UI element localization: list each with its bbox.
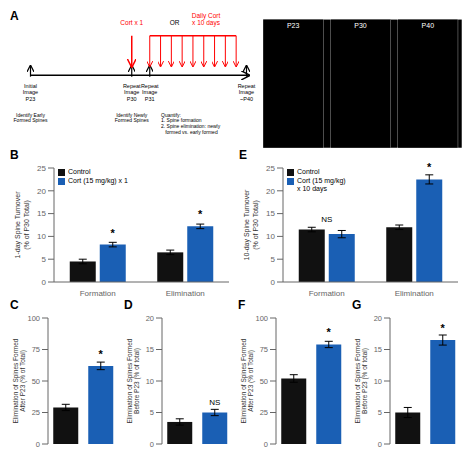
svg-text:RepeatImageP31: RepeatImageP31 (141, 83, 159, 102)
svg-text:Elimination of Spines FormedBe: Elimination of Spines FormedBefore P23 (… (354, 338, 369, 423)
svg-text:Quantify:1. Spine formation2.: Quantify:1. Spine formation2. Spine elim… (161, 112, 221, 135)
html-text:F: F (238, 298, 246, 312)
svg-text:InitialImageP23: InitialImageP23 (23, 83, 38, 102)
html-text:Control: Control (297, 168, 320, 175)
svg-text:10: 10 (37, 232, 46, 241)
svg-text:Daily Cortx 10 days: Daily Cortx 10 days (192, 12, 221, 27)
svg-text:1-day Spine Turnover(% of P30: 1-day Spine Turnover(% of P30 Total) (14, 191, 30, 259)
svg-text:5: 5 (271, 255, 276, 264)
svg-text:0: 0 (42, 278, 47, 287)
svg-text:20: 20 (37, 187, 46, 196)
svg-text:*: * (99, 348, 104, 360)
svg-text:Elimination of Spines FormedAf: Elimination of Spines FormedAfter P23 (%… (240, 338, 255, 423)
svg-text:100: 100 (27, 314, 40, 323)
svg-text:0: 0 (36, 440, 40, 448)
html-text:Control: Control (68, 168, 91, 175)
svg-text:20: 20 (266, 187, 275, 196)
svg-text:25: 25 (260, 408, 268, 417)
html-text:G: G (352, 298, 362, 312)
svg-text:75: 75 (32, 345, 40, 354)
svg-text:A: A (10, 9, 19, 23)
svg-text:20: 20 (146, 314, 154, 323)
svg-text:75: 75 (260, 345, 268, 354)
svg-text:25: 25 (37, 164, 46, 173)
html-text:E: E (239, 148, 247, 162)
svg-text:20: 20 (374, 314, 382, 323)
svg-text:P30: P30 (354, 22, 367, 29)
svg-text:*: * (441, 322, 446, 334)
svg-text:10: 10 (146, 377, 154, 386)
svg-text:P23: P23 (287, 22, 300, 29)
svg-text:OR: OR (170, 19, 180, 26)
svg-text:0: 0 (264, 440, 268, 448)
svg-text:10-day Spine Turnover(% of P30: 10-day Spine Turnover(% of P30 Total) (243, 189, 259, 260)
svg-text:15: 15 (146, 345, 154, 354)
svg-text:Elimination: Elimination (166, 289, 205, 298)
svg-text:15: 15 (37, 209, 46, 218)
html-text:Cort (15 mg/kg) x 10 days: Cort (15 mg/kg) x 10 days (297, 177, 346, 192)
svg-text:25: 25 (32, 408, 40, 417)
svg-text:Elimination of Spines FormedBe: Elimination of Spines FormedBefore P23 (… (126, 338, 141, 423)
svg-text:Identify EarlyFormed Spines: Identify EarlyFormed Spines (14, 112, 48, 124)
svg-text:5: 5 (42, 255, 47, 264)
svg-text:Formation: Formation (80, 289, 116, 298)
svg-text:Elimination: Elimination (395, 289, 434, 298)
svg-text:0: 0 (378, 440, 382, 448)
svg-text:50: 50 (32, 377, 40, 386)
svg-text:Identify NewlyFormed Spines: Identify NewlyFormed Spines (115, 112, 149, 124)
svg-text:RepeatImage~P40: RepeatImage~P40 (238, 83, 256, 102)
svg-text:5: 5 (378, 408, 382, 417)
svg-text:100: 100 (255, 314, 268, 323)
svg-text:*: * (111, 227, 116, 239)
svg-text:5: 5 (150, 408, 154, 417)
html-text:B: B (10, 148, 19, 162)
svg-text:NS: NS (321, 215, 332, 224)
svg-text:0: 0 (150, 440, 154, 448)
svg-text:*: * (198, 208, 203, 220)
svg-text:*: * (327, 326, 332, 338)
svg-text:Cort x 1: Cort x 1 (120, 19, 143, 26)
svg-text:15: 15 (266, 209, 275, 218)
svg-text:*: * (427, 161, 432, 173)
svg-text:15: 15 (374, 345, 382, 354)
svg-text:Elimination of Spines FormedAf: Elimination of Spines FormedAfter P23 (%… (12, 338, 27, 423)
html-text:D: D (124, 298, 133, 312)
svg-text:25: 25 (266, 164, 275, 173)
svg-text:NS: NS (209, 398, 220, 407)
html-text:Cort (15 mg/kg) x 1: Cort (15 mg/kg) x 1 (68, 177, 128, 184)
html-text:C: C (10, 298, 19, 312)
svg-text:RepeatImageP30: RepeatImageP30 (123, 83, 141, 102)
svg-text:10: 10 (374, 377, 382, 386)
svg-text:Formation: Formation (309, 289, 345, 298)
svg-text:P40: P40 (422, 22, 435, 29)
svg-text:10: 10 (266, 232, 275, 241)
svg-text:50: 50 (260, 377, 268, 386)
svg-text:0: 0 (271, 278, 276, 287)
